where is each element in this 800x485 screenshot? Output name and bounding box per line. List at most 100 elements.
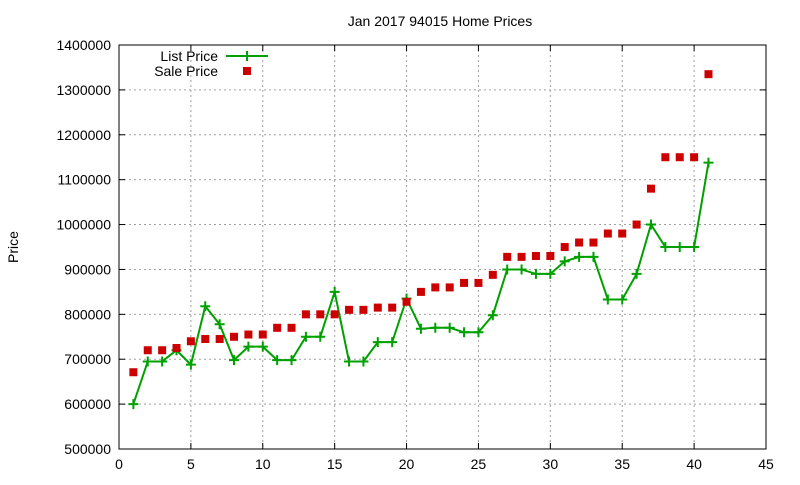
sale-price-point <box>546 251 555 260</box>
y-tick-label: 1400000 <box>56 37 111 53</box>
list-price-point <box>516 264 527 275</box>
list-price-point <box>660 242 671 252</box>
sale-price-point <box>258 330 267 339</box>
list-price-line <box>132 162 710 405</box>
list-price-point <box>444 322 455 333</box>
sale-price-point <box>704 70 713 79</box>
list-price-point <box>272 355 283 366</box>
x-tick-label: 5 <box>187 456 195 472</box>
list-price-point <box>157 356 168 367</box>
list-price-point <box>229 355 240 366</box>
list-price-point <box>315 331 326 342</box>
list-price-point <box>415 323 426 334</box>
list-price-point <box>602 294 613 305</box>
legend-label-sale: Sale Price <box>154 63 218 79</box>
list-price-point <box>645 219 656 230</box>
sale-price-point <box>158 346 167 355</box>
chart-title: Jan 2017 94015 Home Prices <box>348 13 532 29</box>
y-tick-label: 700000 <box>64 351 111 367</box>
y-axis-label: Price <box>5 231 21 263</box>
list-price-point <box>559 256 570 267</box>
list-price-point <box>530 268 541 279</box>
sale-price-point <box>503 252 512 261</box>
sale-price-point <box>575 238 584 247</box>
list-price-point <box>689 242 700 252</box>
list-price-point <box>344 356 355 367</box>
sale-price-point <box>215 335 224 344</box>
list-price-point <box>617 294 628 305</box>
sale-price-point <box>488 270 497 279</box>
list-price-point <box>257 341 268 352</box>
x-tick-label: 45 <box>758 456 774 472</box>
x-tick-label: 40 <box>686 456 702 472</box>
sale-price-point <box>345 305 354 314</box>
sale-price-point <box>445 283 454 292</box>
sale-price-point <box>646 184 655 193</box>
list-price-point <box>588 251 599 262</box>
y-tick-label: 600000 <box>64 396 111 412</box>
list-price-point <box>387 337 398 348</box>
sale-price-point <box>517 252 526 261</box>
sale-price-point <box>690 153 699 162</box>
list-price-point <box>574 251 585 262</box>
x-tick-label: 0 <box>115 456 123 472</box>
sale-price-point <box>330 310 339 319</box>
sale-price-point <box>632 220 641 229</box>
sale-price-point <box>316 310 325 319</box>
sale-price-point <box>531 251 540 260</box>
sale-price-point <box>431 283 440 292</box>
list-price-point <box>142 356 153 367</box>
x-tick-label: 25 <box>471 456 487 472</box>
sale-price-point <box>675 153 684 162</box>
y-tick-label: 1300000 <box>56 82 111 98</box>
x-tick-label: 20 <box>399 456 415 472</box>
x-tick-label: 10 <box>255 456 271 472</box>
list-price-point <box>372 337 383 348</box>
list-price-point <box>200 301 211 312</box>
sale-price-point <box>589 238 598 247</box>
sale-price-point <box>273 323 282 332</box>
sale-price-point <box>201 335 210 344</box>
x-tick-label: 35 <box>614 456 630 472</box>
sale-price-point <box>287 323 296 332</box>
sale-price-point <box>359 305 368 314</box>
y-tick-label: 500000 <box>64 441 111 457</box>
sale-price-point <box>416 287 425 296</box>
sale-price-point <box>129 368 138 377</box>
list-price-point <box>243 341 254 352</box>
sale-price-point <box>618 229 627 238</box>
list-price-point <box>502 264 513 275</box>
sale-price-point <box>143 346 152 355</box>
sale-price-point <box>474 278 483 287</box>
sale-price-point <box>460 278 469 287</box>
x-tick-label: 30 <box>543 456 559 472</box>
list-price-point <box>214 319 225 330</box>
sale-price-point <box>661 153 670 162</box>
legend-sale-marker <box>243 67 251 75</box>
sale-price-point <box>186 337 195 346</box>
list-price-point <box>703 157 714 168</box>
list-price-point <box>128 399 139 410</box>
grid <box>119 45 766 449</box>
x-tick-label: 15 <box>327 456 343 472</box>
legend-label-list: List Price <box>160 48 218 64</box>
sale-price-point <box>172 344 181 352</box>
list-price-point <box>487 310 498 321</box>
sale-price-point <box>560 243 569 251</box>
y-tick-label: 1000000 <box>56 217 111 233</box>
list-price-point <box>674 242 685 252</box>
y-tick-label: 800000 <box>64 306 111 322</box>
y-tick-label: 1200000 <box>56 127 111 143</box>
list-price-point <box>631 268 642 279</box>
y-tick-label: 1100000 <box>58 172 112 188</box>
list-price-point <box>358 356 369 367</box>
list-price-point <box>545 268 556 279</box>
sale-price-point <box>373 303 382 312</box>
sale-price-point <box>301 310 310 319</box>
ticks: 0 5 10 15 20 25 30 35 40 45 500000 600000 700000 8000… <box>56 37 774 472</box>
list-price-point <box>300 331 311 342</box>
marks <box>128 51 714 410</box>
list-price-point <box>329 286 340 297</box>
sale-price-point <box>244 330 253 339</box>
